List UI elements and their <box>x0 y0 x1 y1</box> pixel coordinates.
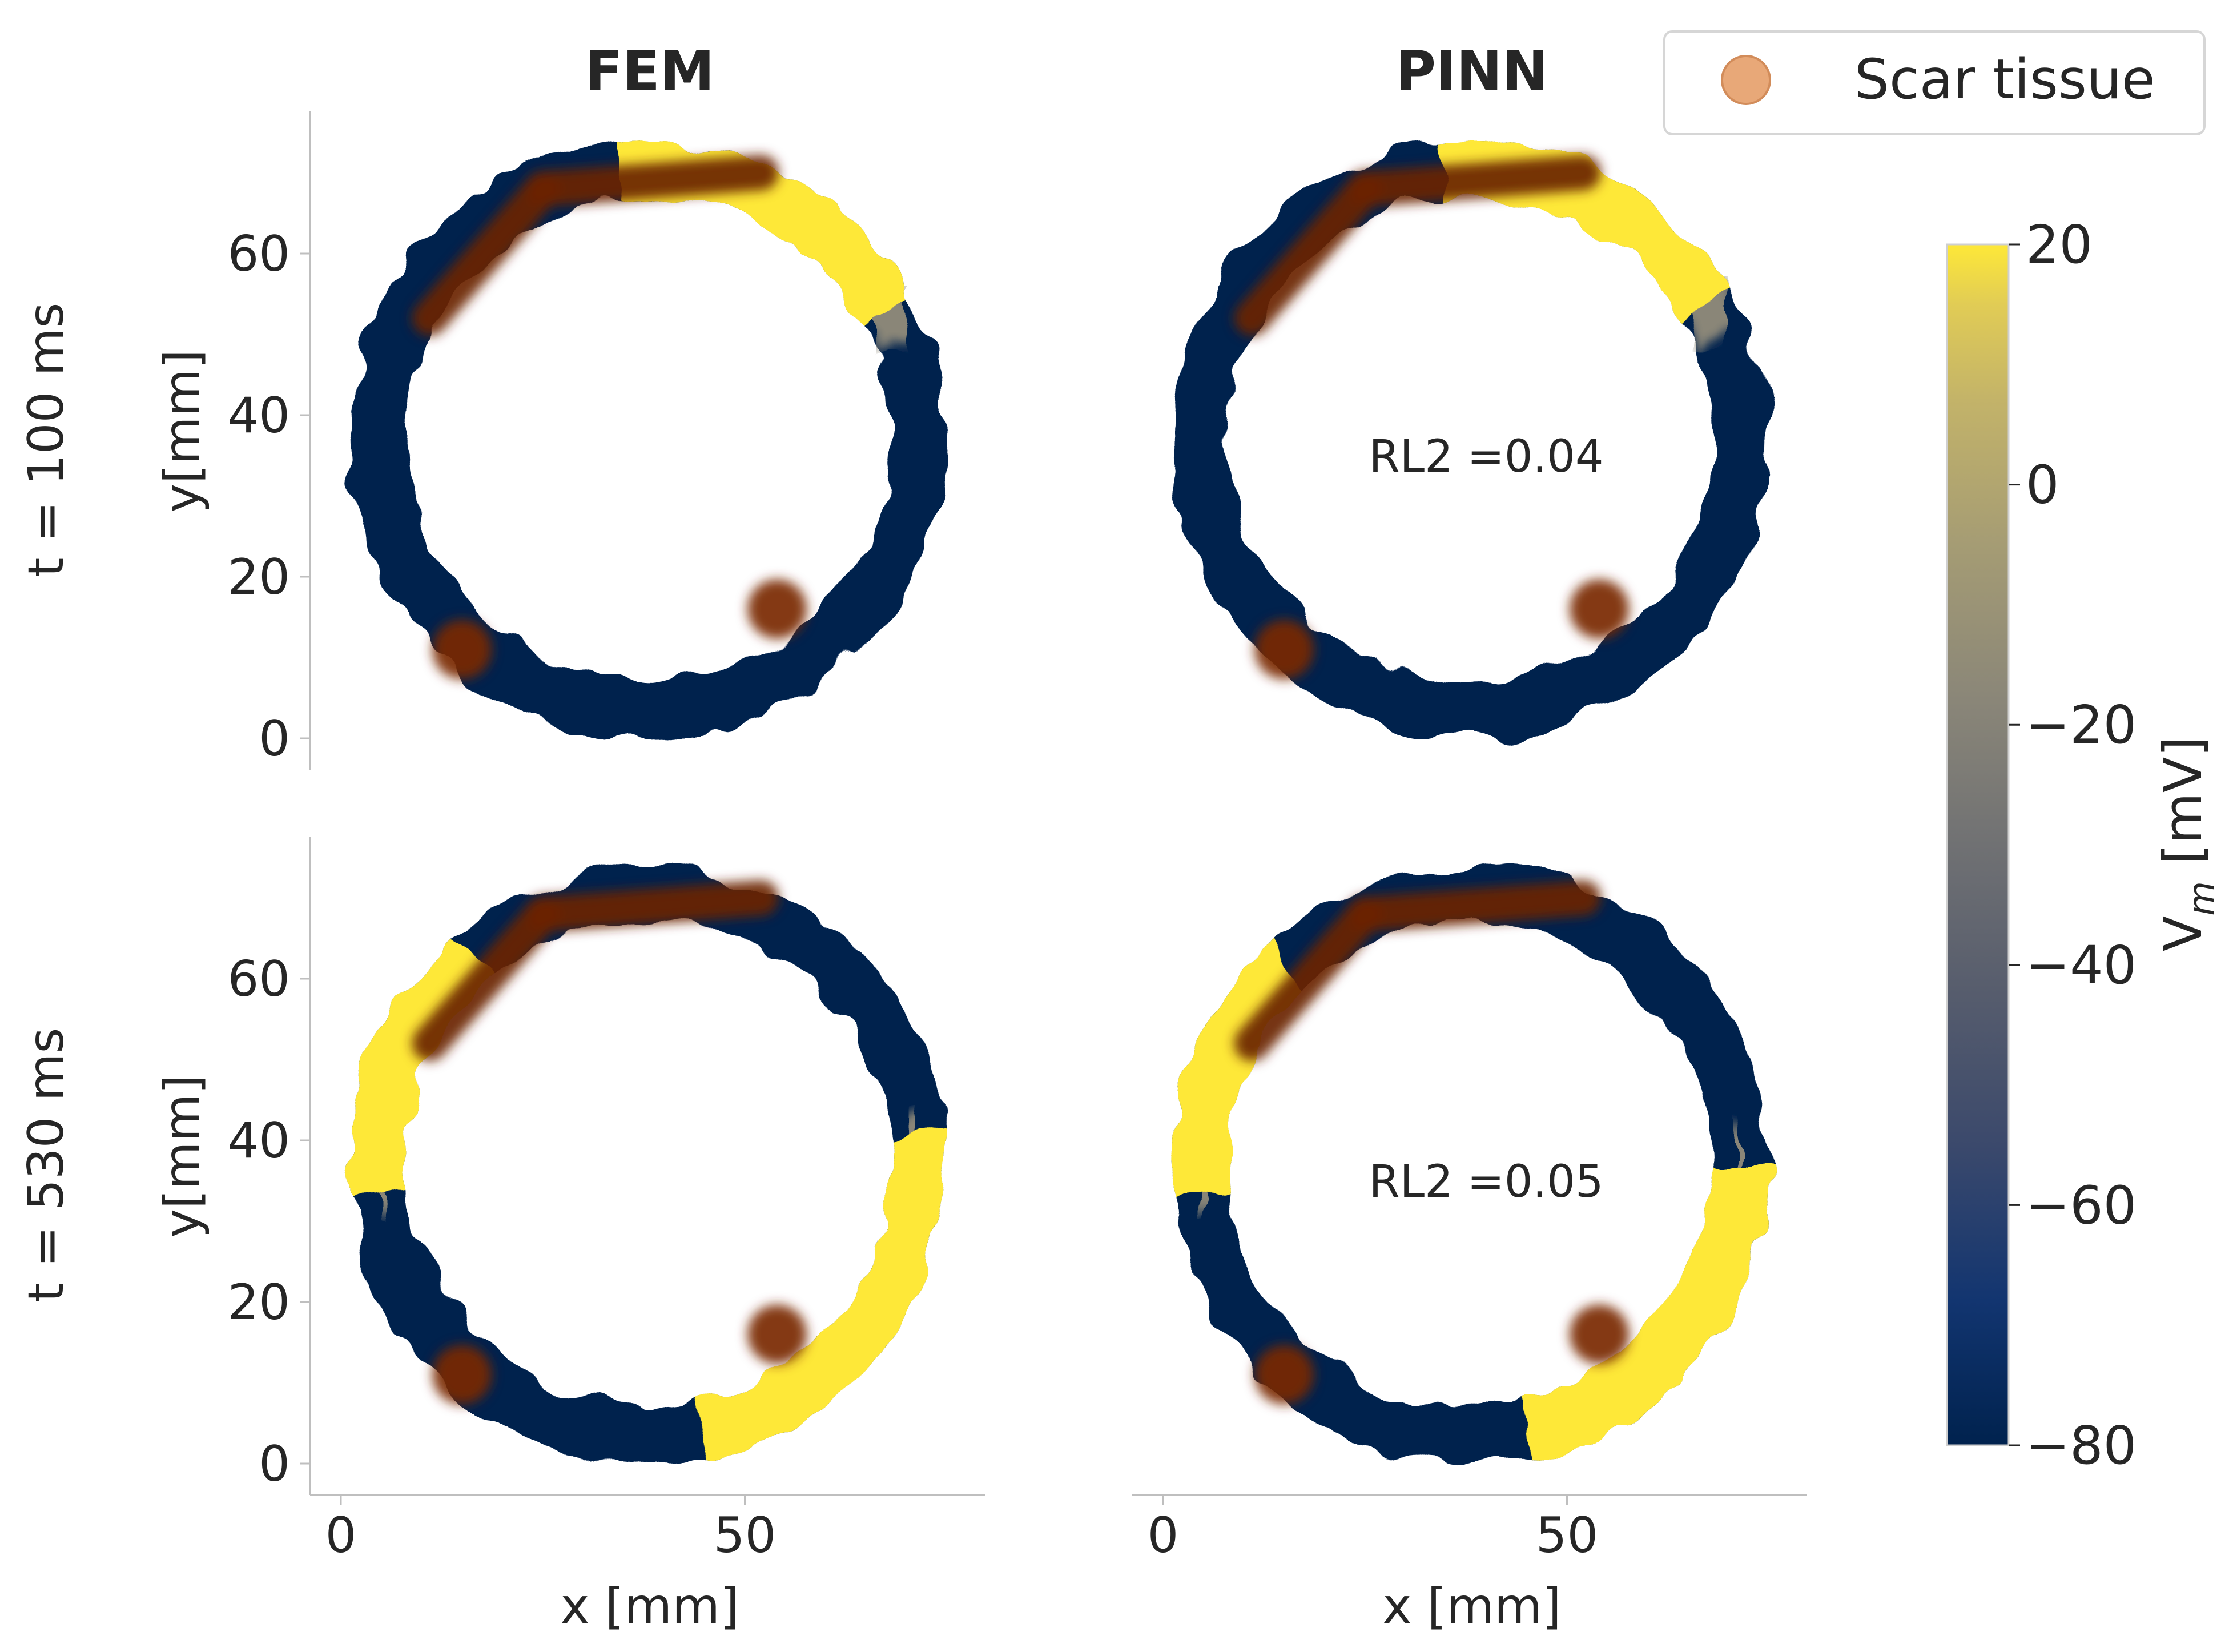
scar-blob <box>432 620 492 680</box>
legend: Scar tissue <box>1663 30 2206 135</box>
y-tick-label: 40 <box>228 1112 290 1169</box>
ring-depolarized-arc <box>1520 1164 1769 1457</box>
scar-blob <box>1570 579 1630 639</box>
legend-marker-scar <box>1721 55 1771 105</box>
x-tick-label: 0 <box>1148 1507 1179 1564</box>
panel-1: RL2 =0.04 <box>1171 140 1769 739</box>
panels: RL2 =0.04 RL2 =0.05 <box>349 140 1769 1464</box>
y-axis-label-bottom: y[mm] <box>154 1075 211 1238</box>
y-tick-label: 0 <box>259 1436 290 1493</box>
legend-box <box>1663 30 2206 135</box>
colorbar-tick-label: −20 <box>2026 694 2137 755</box>
scar-group-0 <box>412 155 807 680</box>
scar-group-1 <box>1234 155 1630 680</box>
colorbar-tick-label: −60 <box>2026 1175 2137 1236</box>
panel-2 <box>349 865 947 1464</box>
scar-blob <box>1254 1345 1314 1405</box>
y-tick-label: 40 <box>228 387 290 444</box>
column-title-pinn: PINN <box>1396 39 1548 103</box>
x-tick-label: 0 <box>325 1507 357 1564</box>
scar-band <box>525 155 779 207</box>
scar-blob <box>1254 620 1314 680</box>
ring-group-2 <box>349 865 947 1464</box>
x-tick-label: 50 <box>714 1507 776 1564</box>
row-title-t530: t = 530 ms <box>18 1028 75 1303</box>
ring-depolarized-arc <box>698 1133 947 1457</box>
y-tick-label: 60 <box>228 951 290 1008</box>
scar-blob <box>432 1345 492 1405</box>
scar-band <box>412 896 561 1062</box>
column-title-fem: FEM <box>585 39 715 103</box>
y-ticks: 0 20 40 60 0 20 40 60 <box>228 226 310 1493</box>
rl2-annotation: RL2 =0.04 <box>1369 431 1603 483</box>
x-axis-label-right: x [mm] <box>1383 1578 1562 1635</box>
y-tick-label: 0 <box>259 710 290 767</box>
colorbar-label: Vm [mV] <box>2152 737 2222 952</box>
colorbar-ticks: 20 0 −20 −40 −60 −80 <box>2009 214 2137 1476</box>
ring-depolarized-arc <box>349 935 493 1196</box>
y-tick-label: 60 <box>228 226 290 283</box>
scar-blob <box>1570 1304 1630 1364</box>
y-tick-label: 20 <box>228 549 290 606</box>
scar-blob <box>747 1304 807 1364</box>
scar-blob <box>747 579 807 639</box>
x-axis-label-left: x [mm] <box>561 1578 739 1635</box>
colorbar-tick-label: −80 <box>2026 1415 2137 1476</box>
scar-band <box>1347 155 1601 207</box>
rl2-annotation: RL2 =0.05 <box>1369 1156 1603 1208</box>
panel-0 <box>349 140 947 739</box>
scar-band <box>412 171 561 336</box>
colorbar: 20 0 −20 −40 −60 −80 Vm [mV] <box>1946 214 2222 1476</box>
panel-3: RL2 =0.05 <box>1171 865 1769 1464</box>
ring-depolarized-arc <box>1171 942 1309 1196</box>
scar-band <box>1347 880 1601 932</box>
scar-group-2 <box>412 880 807 1405</box>
scar-band <box>525 880 779 932</box>
scar-band <box>1234 171 1383 336</box>
y-tick-label: 20 <box>228 1274 290 1331</box>
y-axis-label-top: y[mm] <box>154 349 211 513</box>
colorbar-gradient <box>1946 243 2010 1446</box>
scar-band <box>1234 896 1383 1062</box>
colorbar-tick-label: −40 <box>2026 935 2137 996</box>
colorbar-tick-label: 20 <box>2026 214 2093 275</box>
legend-label-scar: Scar tissue <box>1854 47 2155 111</box>
x-ticks: 0 50 0 50 <box>325 1495 1598 1564</box>
x-tick-label: 50 <box>1536 1507 1598 1564</box>
scar-group-3 <box>1234 880 1630 1405</box>
colorbar-tick-label: 0 <box>2026 455 2059 516</box>
row-title-t100: t = 100 ms <box>18 303 75 577</box>
